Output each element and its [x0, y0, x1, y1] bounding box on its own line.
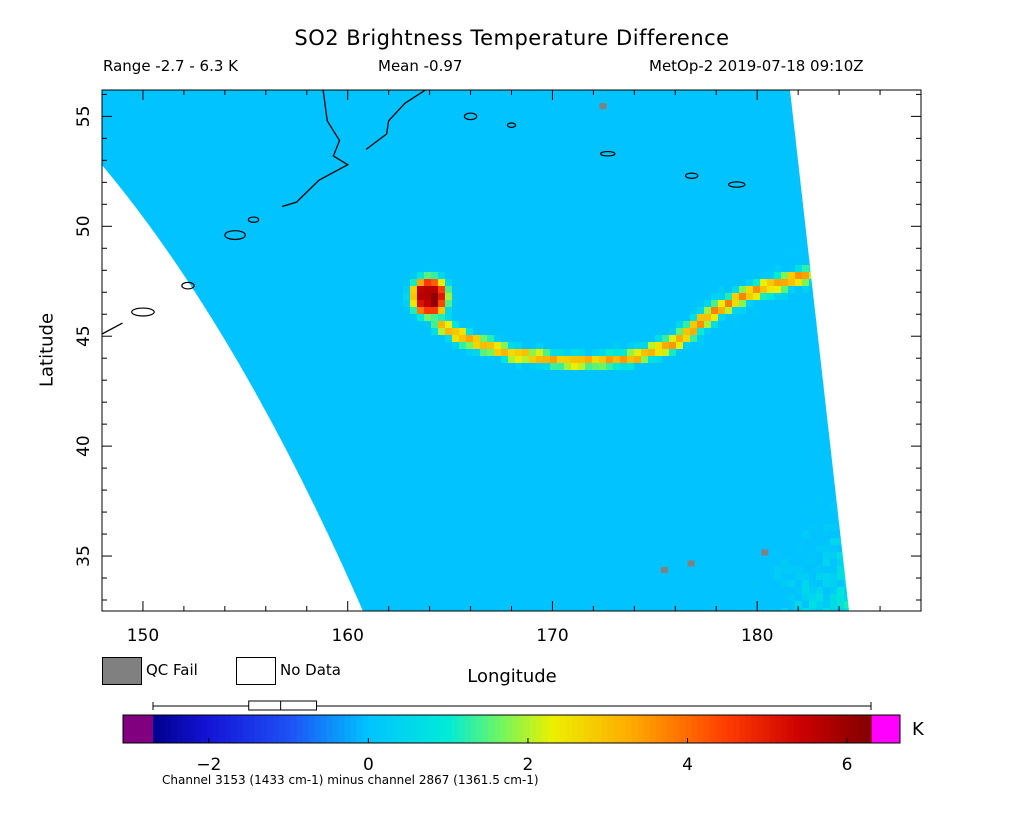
qc-fail-cell [599, 103, 607, 110]
island-outline [131, 307, 155, 317]
coastline [102, 322, 123, 335]
qc-fail-cell [761, 549, 769, 556]
colorbar: −2 0 2 4 6 [122, 700, 901, 775]
x-axis-label: Longitude [467, 666, 557, 687]
island-outline [599, 150, 616, 157]
y-tick-label: 45 [74, 325, 94, 347]
island-outline [684, 172, 699, 179]
no-data-label: No Data [280, 661, 341, 679]
satellite-timestamp: MetOp-2 2019-07-18 09:10Z [649, 57, 864, 75]
x-tick-label: 160 [331, 626, 363, 646]
axes-layer: 150 160 170 180 35 40 45 50 55 [74, 90, 922, 646]
chart-title: SO2 Brightness Temperature Difference [294, 26, 730, 50]
qc-fail-label: QC Fail [146, 661, 198, 679]
qc-fail-cell [687, 560, 695, 567]
colorbar-over [871, 715, 900, 743]
range-readout: Range -2.7 - 6.3 K [103, 57, 238, 75]
colorbar-unit: K [912, 719, 924, 740]
y-tick-label: 50 [74, 215, 94, 237]
island-outline [727, 181, 746, 188]
x-tick-label: 170 [536, 626, 568, 646]
mean-readout: Mean -0.97 [378, 57, 463, 75]
coastline-layer [102, 90, 746, 335]
x-tick-label: 150 [127, 626, 159, 646]
y-tick-label: 35 [74, 545, 94, 567]
y-tick-label: 40 [74, 435, 94, 457]
colorbar-tick-label: 4 [682, 755, 693, 775]
island-outline [247, 216, 260, 223]
colorbar-tick-label: 0 [363, 755, 374, 775]
colorbar-under [123, 715, 153, 743]
no-data-swatch [236, 657, 276, 685]
qc-fail-swatch [102, 657, 142, 685]
coastline [281, 90, 350, 208]
island-outline [224, 230, 246, 241]
island-outline [506, 122, 517, 128]
y-tick-label: 55 [74, 106, 94, 128]
island-outline [181, 281, 195, 290]
channel-footnote: Channel 3153 (1433 cm-1) minus channel 2… [162, 773, 539, 787]
colorbar-frame [122, 714, 901, 744]
colorbar-tick-label: 2 [523, 755, 534, 775]
island-outline [463, 112, 478, 121]
boxplot-box [248, 700, 318, 711]
heatmap-layer [102, 90, 849, 611]
colorbar-tick-label: 6 [842, 755, 853, 775]
coastline [365, 90, 426, 150]
swath-grid [102, 90, 849, 611]
colorbar-tick-label: −2 [196, 755, 221, 775]
x-tick-label: 180 [741, 626, 773, 646]
qc-fail-cell [660, 567, 668, 574]
